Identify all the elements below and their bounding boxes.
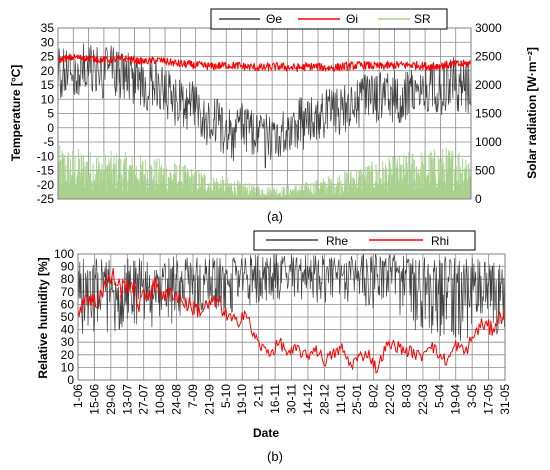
panel-b-x-tick-label: 22-03 [416,384,430,415]
panel-b-x-tick-label: 14-12 [301,384,315,415]
panel-b-x-tick-label: 11-01 [334,384,348,414]
panel-a-right-tick-label: 2500 [475,50,502,64]
panel-b-y-tick-label: 60 [61,297,75,311]
series-sr [57,145,471,199]
panel-a-right-tick-label: 2000 [475,78,502,92]
legend-label-rhe: Rhe [326,234,348,248]
panel-b-x-tick-label: 31-05 [498,384,512,415]
panel-a-label: (a) [267,209,283,224]
panel-b-x-tick-label: 27-07 [137,384,151,415]
panel-b-x-tick-label: 15-06 [87,384,101,415]
legend-label-sr: SR [414,12,431,26]
panel-a-right-tick-labels: 0 500 1000 1500 2000 2500 3000 [475,21,502,206]
panel-b-x-tick-label: 25-01 [350,384,364,415]
series-rhi [77,268,506,374]
panel-b-x-tick-label: 19-04 [449,384,463,415]
panel-b-x-tick-label: 21-09 [202,384,216,415]
panel-a-left-tick-label: 25 [41,50,55,64]
panel-b-x-tick-label: 16-11 [268,384,282,414]
panel-a-left-tick-label: 30 [41,35,55,49]
panel-b-x-tick-label: 24-08 [170,384,184,415]
panel-b-series [77,253,506,374]
panel-b-x-tick-label: 2-11 [252,384,266,407]
legend-label-theta-i: Θi [346,12,358,26]
panel-b-x-tick-label: 22-02 [383,384,397,415]
panel-b-y-tick-label: 0 [67,373,74,387]
panel-b-legend: Rhe Rhi [253,230,476,251]
panel-b-y-tick-label: 70 [61,285,75,299]
panel-b-x-tick-label: 29-06 [104,384,118,415]
panel-a-right-tick-label: 1500 [475,107,502,121]
series-theta-e [57,43,472,169]
panel-a-left-tick-label: -20 [37,178,55,192]
panel-b-x-axis-title: Date [253,426,279,440]
panel-b-y-tick-label: 100 [54,247,74,261]
panel-a-right-tick-label: 1000 [475,135,502,149]
panel-b-y-axis-title: Relative humidity [%] [36,257,50,378]
panel-a-right-axis-title: Solar radiation [W·m⁻²] [525,47,539,179]
panel-a-left-tick-label: 15 [41,78,55,92]
panel-a-right-tick-label: 3000 [475,21,502,35]
panel-a-left-tick-label: 35 [41,21,55,35]
panel-b-x-tick-label: 17-05 [482,384,496,415]
panel-a-left-tick-label: -5 [43,135,54,149]
panel-a-legend: Θe Θi SR [210,8,448,30]
legend-label-rhi: Rhi [431,234,449,248]
panel-b-x-tick-label: 7-09 [186,384,200,408]
panel-b-x-tick-label: 5-04 [432,384,446,408]
panel-b-x-tick-label: 1-06 [71,384,85,408]
panel-a-series [57,43,472,199]
panel-b-y-tick-label: 10 [61,360,75,374]
panel-b-y-tick-label: 30 [61,335,75,349]
panel-a-left-tick-label: 20 [41,64,55,78]
panel-b-x-tick-label: 10-08 [153,384,167,415]
panel-b-y-tick-label: 50 [61,310,75,324]
panel-b-x-tick-label: 28-12 [317,384,331,415]
panel-b-y-tick-label: 90 [61,260,75,274]
panel-a-left-axis-title: Temperature [°C] [9,65,23,162]
panel-a-left-tick-label: 10 [41,92,55,106]
panel-b-label: (b) [267,449,283,464]
panel-a-left-tick-label: -25 [37,192,55,206]
panel-b-x-tick-label: 13-07 [120,384,134,415]
series-rhe [77,253,506,341]
panel-a-left-tick-label: -15 [37,164,55,178]
panel-b-x-tick-label: 3-05 [465,384,479,408]
panel-b-y-tick-label: 20 [61,348,75,362]
panel-a-right-tick-label: 0 [475,192,482,206]
panel-b-x-tick-label: 8-02 [367,384,381,408]
series-theta-i [57,53,472,73]
panel-b-y-tick-label: 80 [61,272,75,286]
panel-b-x-tick-label: 30-11 [285,384,299,414]
panel-a-left-tick-label: 5 [47,107,54,121]
panel-b-x-tick-labels: 1-06 15-06 29-06 13-07 27-07 10-08 24-08 7-09 21… [71,384,512,415]
panel-b-plot-frame [77,253,506,381]
panel-b-legend-box [253,230,476,251]
panel-a-left-tick-label: -10 [37,149,55,163]
panel-a-right-tick-label: 500 [475,164,495,178]
panel-b-x-tick-label: 5-10 [219,384,233,408]
panel-b-x-tick-label: 19-10 [235,384,249,415]
panel-b-y-tick-label: 40 [61,323,75,337]
legend-label-theta-e: Θe [266,12,282,26]
panel-b-x-tick-label: 8-03 [399,384,413,408]
panel-a-left-tick-label: 0 [47,121,54,135]
